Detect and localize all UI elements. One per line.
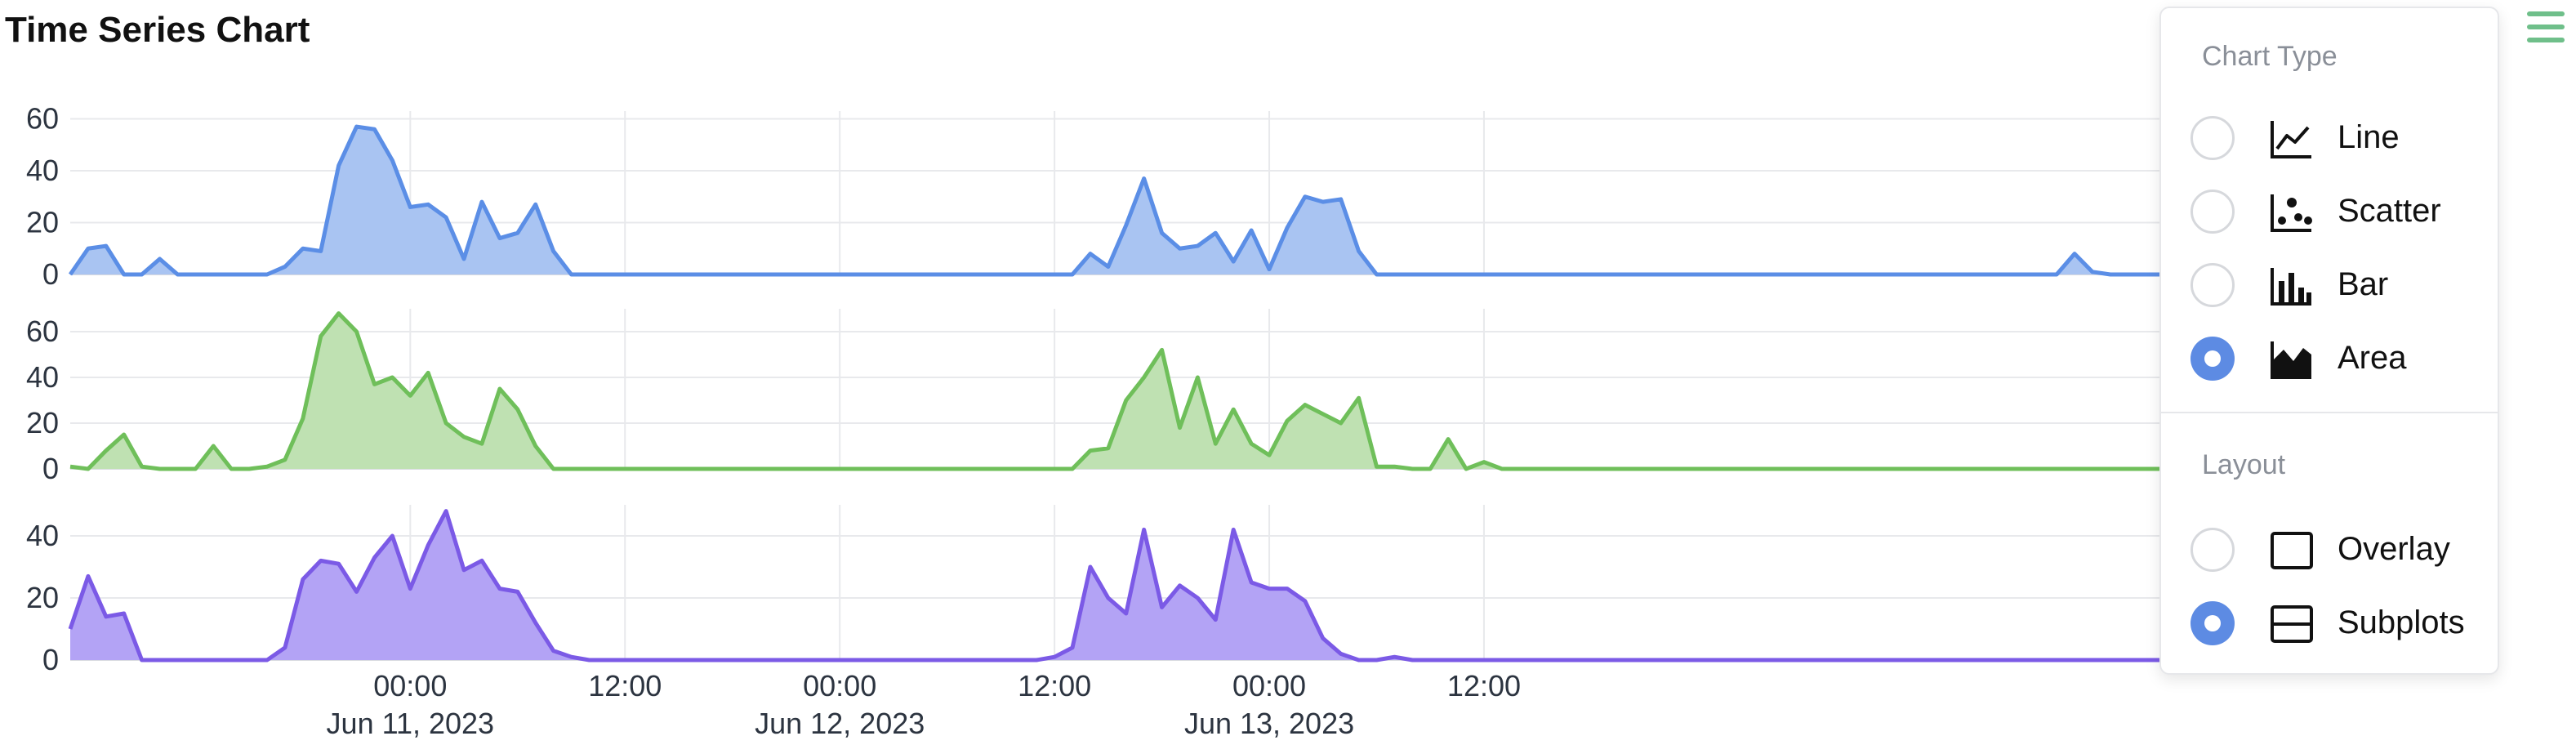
x-tick-label: 00:00 xyxy=(373,669,447,703)
subplots-layout-icon xyxy=(2271,605,2313,643)
x-tick-label: 12:00 xyxy=(1447,669,1521,703)
x-date-label: Jun 11, 2023 xyxy=(327,707,495,740)
x-tick-label: 12:00 xyxy=(588,669,662,703)
radio-button[interactable] xyxy=(2190,190,2235,234)
radio-button[interactable] xyxy=(2190,601,2235,645)
chart-type-option-bar[interactable]: Bar xyxy=(2190,255,2485,315)
y-tick-label: 0 xyxy=(42,257,59,291)
radio-button[interactable] xyxy=(2190,528,2235,572)
menu-divider xyxy=(2161,412,2498,413)
area-line-series-2 xyxy=(69,311,2452,471)
menu-bar-icon xyxy=(2527,25,2565,29)
scatter-chart-icon xyxy=(2271,194,2312,232)
area-line-series-3 xyxy=(68,509,2452,662)
y-tick-label: 20 xyxy=(26,406,59,439)
y-tick-label: 40 xyxy=(26,360,59,394)
y-tick-label: 40 xyxy=(26,519,59,552)
area-fill-series-1 xyxy=(70,127,2486,274)
area-line-series-1 xyxy=(68,124,2489,277)
radio-button[interactable] xyxy=(2190,263,2235,307)
layout-option-overlay[interactable]: Overlay xyxy=(2190,520,2485,580)
chart-type-option-area[interactable]: Area xyxy=(2190,328,2485,389)
option-label: Area xyxy=(2338,340,2407,376)
x-tick-label: 00:00 xyxy=(1232,669,1306,703)
y-tick-label: 60 xyxy=(26,102,59,136)
y-tick-label: 0 xyxy=(42,643,59,676)
chart-options-menu: Chart Type Line Scatter Bar xyxy=(2159,7,2499,675)
chart-type-option-scatter[interactable]: Scatter xyxy=(2190,181,2485,242)
y-tick-label: 20 xyxy=(26,581,59,614)
menu-button[interactable] xyxy=(2527,11,2565,52)
line-chart-icon xyxy=(2271,121,2311,158)
option-label: Overlay xyxy=(2338,531,2450,567)
x-tick-label: 12:00 xyxy=(1018,669,1091,703)
chart-type-heading: Chart Type xyxy=(2202,41,2338,72)
chart-title: Time Series Chart xyxy=(5,10,310,50)
radio-button[interactable] xyxy=(2190,337,2235,381)
layout-option-subplots[interactable]: Subplots xyxy=(2190,593,2485,654)
x-date-label: Jun 13, 2023 xyxy=(1184,707,1354,740)
area-fill-series-3 xyxy=(70,511,2486,660)
radio-button[interactable] xyxy=(2190,116,2235,160)
bar-chart-icon xyxy=(2271,268,2311,306)
menu-bar-icon xyxy=(2527,38,2565,42)
option-label: Scatter xyxy=(2338,193,2441,229)
option-label: Line xyxy=(2338,119,2400,155)
y-tick-label: 40 xyxy=(26,154,59,187)
menu-bar-icon xyxy=(2527,11,2565,16)
y-tick-label: 0 xyxy=(42,452,59,485)
chart-type-option-line[interactable]: Line xyxy=(2190,108,2485,168)
y-tick-label: 20 xyxy=(26,206,59,239)
area-chart-icon xyxy=(2271,341,2311,379)
x-date-label: Jun 12, 2023 xyxy=(755,707,925,740)
option-label: Bar xyxy=(2338,266,2389,302)
y-tick-label: 60 xyxy=(26,315,59,348)
overlay-layout-icon xyxy=(2271,532,2313,569)
layout-heading: Layout xyxy=(2202,449,2286,480)
x-tick-label: 00:00 xyxy=(803,669,876,703)
area-fill-series-2 xyxy=(70,313,2486,469)
option-label: Subplots xyxy=(2338,604,2465,640)
